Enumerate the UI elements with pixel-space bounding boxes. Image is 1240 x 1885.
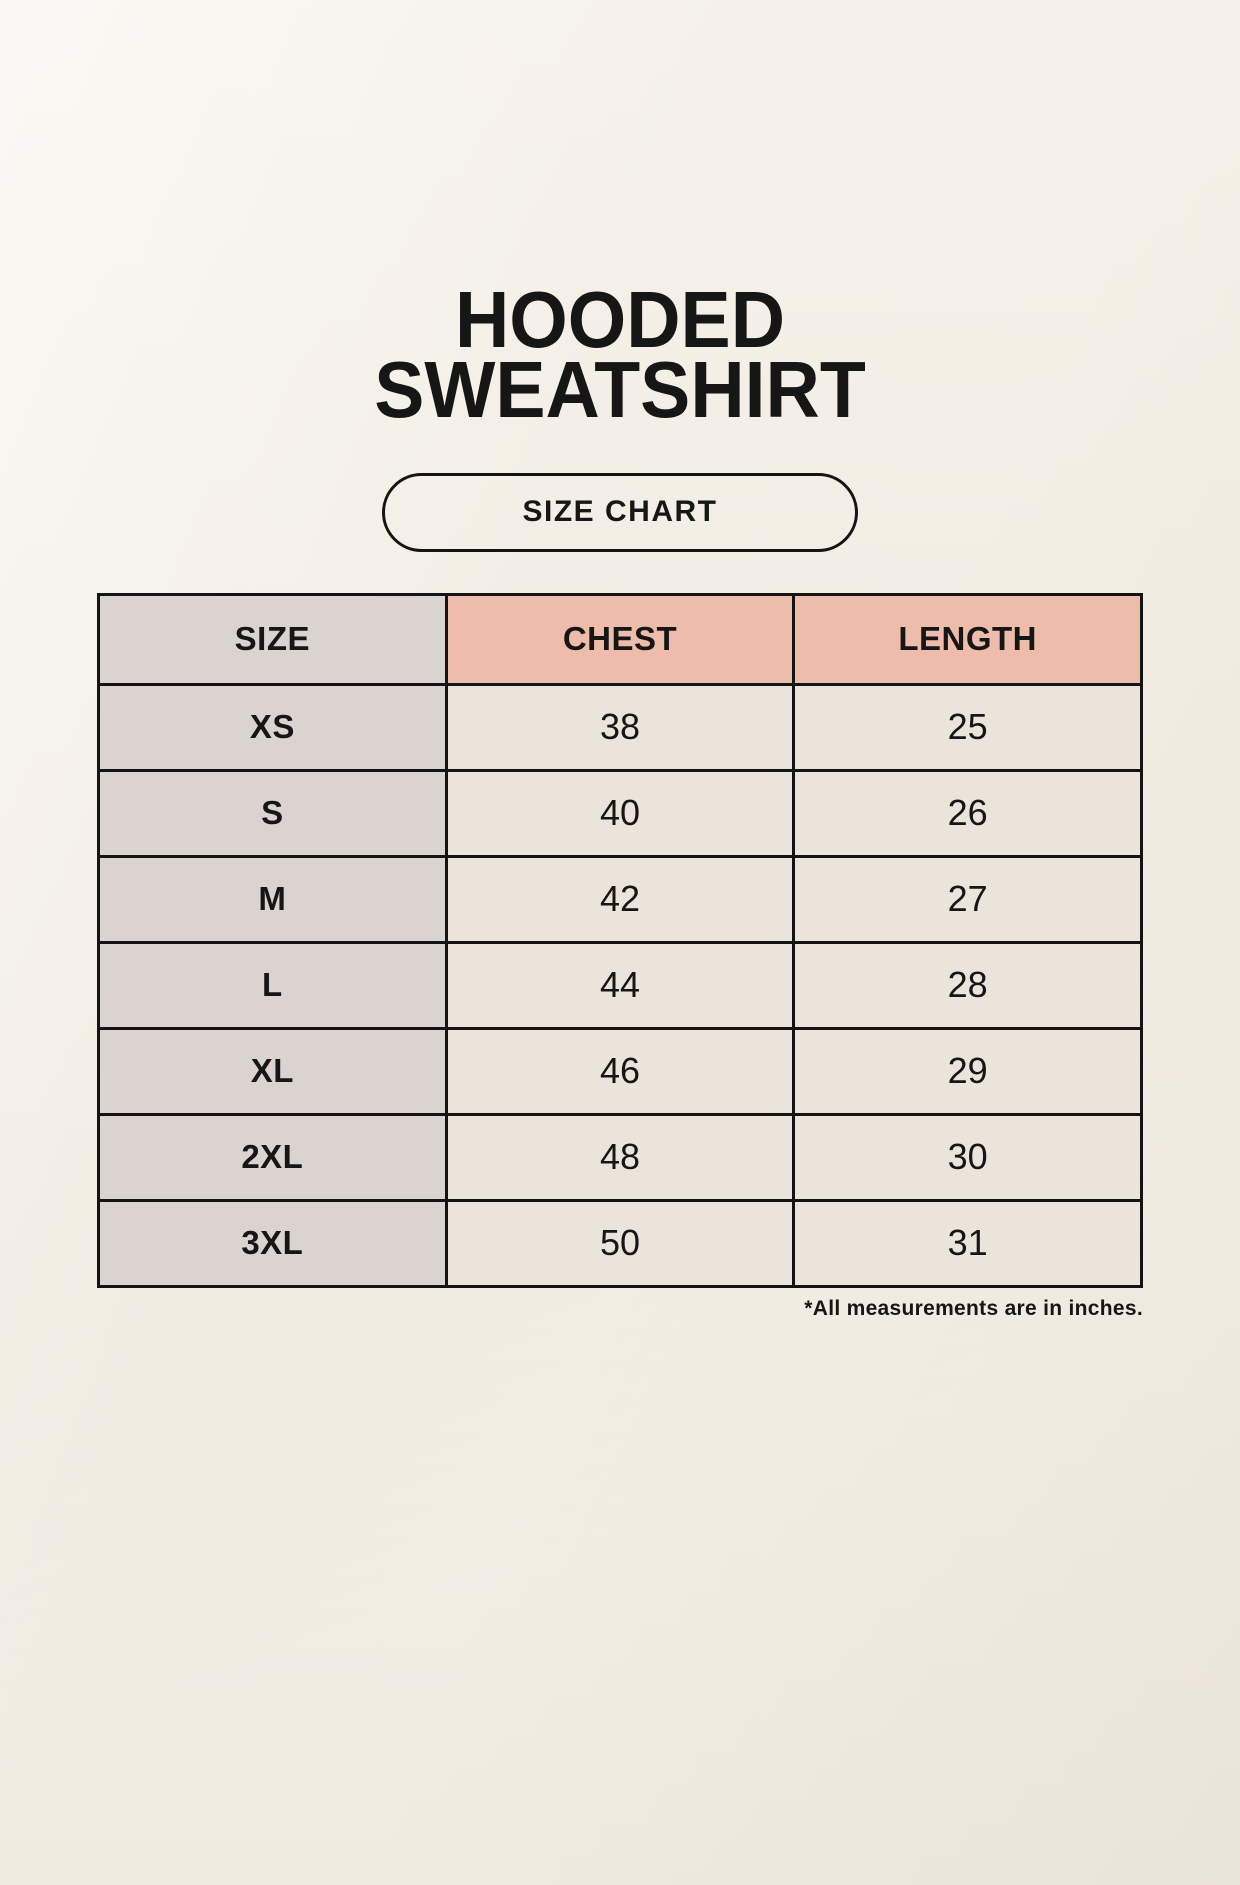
chest-value: 40 — [444, 768, 796, 858]
size-chart-table-header: SIZE CHEST LENGTH — [97, 592, 1143, 686]
table-row: M 42 27 — [97, 854, 1143, 944]
table-row: XS 38 25 — [97, 682, 1143, 772]
length-value: 31 — [792, 1198, 1143, 1288]
size-chart-button[interactable]: SIZE CHART — [382, 472, 858, 552]
column-header-size: SIZE — [97, 592, 448, 686]
chest-value: 42 — [444, 854, 796, 944]
length-value: 25 — [792, 682, 1143, 772]
length-value: 28 — [792, 940, 1143, 1030]
measurements-footnote: *All measurements are in inches. — [804, 1296, 1143, 1320]
size-label: XL — [97, 1026, 448, 1116]
size-label: M — [97, 854, 448, 944]
page-title: HOODED SWEATSHIRT — [37, 275, 1203, 435]
column-header-length: LENGTH — [792, 592, 1143, 686]
length-value: 30 — [792, 1112, 1143, 1202]
size-label: S — [97, 768, 448, 858]
page-title-line-2: SWEATSHIRT — [374, 345, 866, 435]
length-value: 27 — [792, 854, 1143, 944]
length-value: 26 — [792, 768, 1143, 858]
chest-value: 38 — [444, 682, 796, 772]
column-header-chest: CHEST — [444, 592, 796, 686]
table-row: XL 46 29 — [97, 1026, 1143, 1116]
header-row: SIZE CHEST LENGTH — [97, 592, 1143, 686]
chest-value: 48 — [444, 1112, 796, 1202]
length-value: 29 — [792, 1026, 1143, 1116]
size-label: L — [97, 940, 448, 1030]
size-chart-table: SIZE CHEST LENGTH XS 38 25 S 40 26 M 42 27 L 44 28 X… — [97, 592, 1143, 1288]
size-label: XS — [97, 682, 448, 772]
chest-value: 50 — [444, 1198, 796, 1288]
size-label: 3XL — [97, 1198, 448, 1288]
table-row: 3XL 50 31 — [97, 1198, 1143, 1288]
table-row: L 44 28 — [97, 940, 1143, 1030]
table-row: 2XL 48 30 — [97, 1112, 1143, 1202]
size-chart-table-body: XS 38 25 S 40 26 M 42 27 L 44 28 XL 46 29 2XL 48 30 3XL 50 3… — [97, 682, 1143, 1288]
size-label: 2XL — [97, 1112, 448, 1202]
chest-value: 46 — [444, 1026, 796, 1116]
chest-value: 44 — [444, 940, 796, 1030]
size-chart-page: HOODED SWEATSHIRT SIZE CHART SIZE CHEST … — [0, 275, 1240, 1321]
size-chart-button-label: SIZE CHART — [522, 495, 718, 529]
page-title-line-1: HOODED — [454, 275, 786, 364]
table-row: S 40 26 — [97, 768, 1143, 858]
